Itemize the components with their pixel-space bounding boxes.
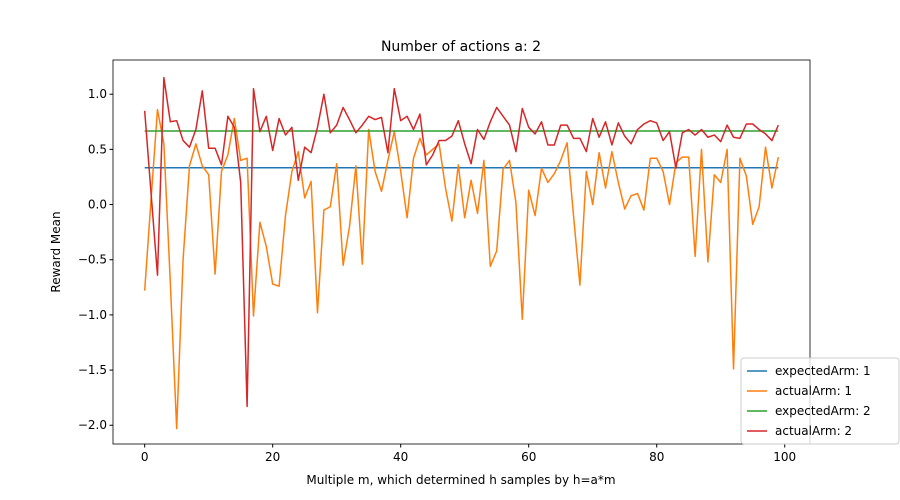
x-axis-label: Multiple m, which determined h samples b… xyxy=(306,473,615,487)
x-tick-label: 80 xyxy=(649,450,664,464)
legend-label: actualArm: 2 xyxy=(775,424,852,438)
chart-title: Number of actions a: 2 xyxy=(381,39,541,55)
series-line xyxy=(143,108,780,430)
legend-box xyxy=(740,357,900,445)
y-tick-label: −1.0 xyxy=(78,308,107,322)
y-tick-label: −0.5 xyxy=(78,253,107,267)
y-axis-label: Reward Mean xyxy=(49,211,63,292)
x-tick-label: 0 xyxy=(141,450,149,464)
legend-label: actualArm: 1 xyxy=(775,384,852,398)
x-tick-label: 100 xyxy=(773,450,796,464)
legend-label: expectedArm: 2 xyxy=(775,404,871,418)
x-tick-label: 60 xyxy=(521,450,536,464)
legend-label: expectedArm: 1 xyxy=(775,364,871,378)
y-tick-label: −2.0 xyxy=(78,418,107,432)
x-tick-label: 40 xyxy=(393,450,408,464)
series-line xyxy=(143,76,780,408)
y-tick-label: 1.0 xyxy=(88,87,107,101)
y-tick-label: 0.5 xyxy=(88,142,107,156)
y-tick-label: −1.5 xyxy=(78,363,107,377)
plot-frame xyxy=(112,59,811,445)
y-tick-label: 0.0 xyxy=(88,198,107,212)
x-tick-label: 20 xyxy=(265,450,280,464)
